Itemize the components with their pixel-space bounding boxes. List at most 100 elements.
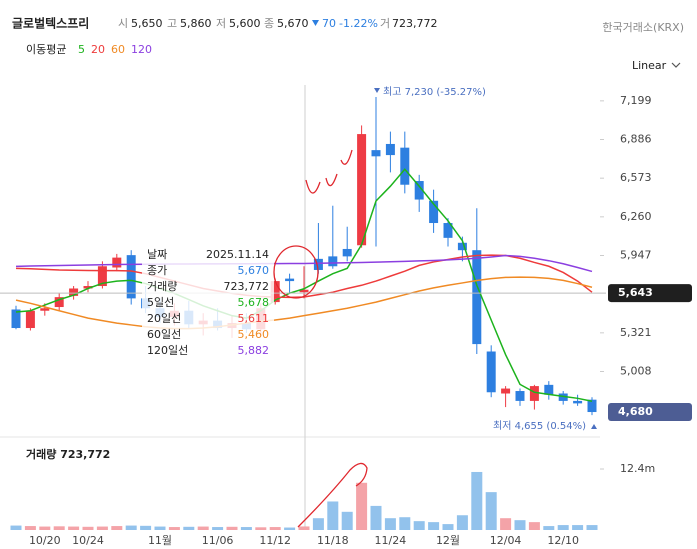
hand-squiggle bbox=[305, 149, 353, 194]
tooltip-value: 5,670 bbox=[238, 264, 270, 277]
volume-bar bbox=[226, 526, 238, 530]
y-tick-label: 12.4m bbox=[620, 462, 655, 475]
volume-bar bbox=[327, 501, 339, 530]
ma-legend: 5 20 60 120 bbox=[78, 43, 152, 56]
candle-body bbox=[40, 308, 50, 311]
volume-bar bbox=[485, 492, 497, 530]
x-tick-label: 11/06 bbox=[202, 534, 234, 547]
volume-bar bbox=[428, 522, 440, 530]
volume-bar bbox=[442, 524, 454, 530]
tooltip-value: 5,460 bbox=[238, 328, 270, 341]
hand-arrow bbox=[297, 462, 368, 528]
legend-entry: 120 bbox=[131, 43, 152, 56]
x-tick-label: 12월 bbox=[436, 534, 460, 547]
volume-bar bbox=[53, 526, 65, 530]
volume-bar bbox=[125, 525, 137, 530]
volume-bar bbox=[557, 525, 569, 530]
price-tag bbox=[608, 403, 692, 422]
x-tick-label: 11/12 bbox=[259, 534, 291, 547]
candle-body bbox=[472, 250, 482, 345]
volume-bar bbox=[68, 526, 80, 530]
x-tick-label: 10/24 bbox=[72, 534, 104, 547]
candle-body bbox=[371, 150, 381, 157]
candle-body bbox=[112, 257, 122, 268]
volume-bar bbox=[197, 526, 209, 530]
x-tick-label: 11/24 bbox=[375, 534, 407, 547]
volume-bar bbox=[183, 526, 195, 530]
open-value: 5,650 bbox=[131, 17, 163, 30]
scale-mode[interactable]: Linear bbox=[632, 59, 667, 72]
volume-bar bbox=[413, 521, 425, 530]
volume-bar bbox=[212, 527, 224, 530]
legend-entry: 20 bbox=[91, 43, 105, 56]
y-tick-label: 5,008 bbox=[620, 365, 652, 378]
candle-body bbox=[414, 181, 424, 200]
volume-bar bbox=[82, 526, 94, 530]
volume-bar bbox=[341, 511, 353, 530]
price-tag-label: 5,643 bbox=[618, 286, 653, 299]
x-tick-label: 10/20 bbox=[29, 534, 61, 547]
candle-body bbox=[54, 297, 64, 308]
tooltip-value: 5,678 bbox=[238, 296, 270, 309]
y-tick-label: 6,573 bbox=[620, 171, 652, 184]
volume-bar bbox=[370, 505, 382, 530]
volume-bar bbox=[356, 482, 368, 530]
tooltip-value: 5,611 bbox=[238, 312, 270, 325]
volume-bar bbox=[255, 527, 267, 530]
candle-body bbox=[443, 223, 453, 238]
close-value: 5,670 bbox=[277, 17, 309, 30]
candle-body bbox=[25, 310, 35, 329]
x-tick-label: 11/18 bbox=[317, 534, 349, 547]
tooltip-label: 20일선 bbox=[147, 311, 181, 325]
ma-line bbox=[15, 276, 593, 330]
candle-body bbox=[400, 147, 410, 185]
volume-value: 723,772 bbox=[392, 17, 438, 30]
y-tick-label: 5,321 bbox=[620, 326, 652, 339]
volume-bar bbox=[298, 526, 310, 530]
volume-bar bbox=[528, 522, 540, 530]
price-tag bbox=[608, 284, 692, 303]
change-value: 70 bbox=[322, 17, 336, 30]
dropdown-icon[interactable] bbox=[671, 62, 681, 68]
volume-bar bbox=[456, 515, 468, 530]
candle-body bbox=[299, 289, 309, 293]
candle-body bbox=[69, 288, 79, 296]
volume-bar bbox=[284, 527, 296, 530]
legend-entry: 60 bbox=[111, 43, 125, 56]
volume-title: 거래량 723,772 bbox=[26, 447, 110, 461]
candle-body bbox=[11, 309, 21, 329]
candle-body bbox=[529, 386, 539, 401]
legend-entry: 5 bbox=[78, 43, 85, 56]
volume-bar bbox=[140, 525, 152, 530]
ma-title: 이동평균 bbox=[26, 43, 66, 56]
ma-line bbox=[15, 254, 593, 273]
volume-bar bbox=[269, 527, 281, 530]
candle-body bbox=[83, 286, 93, 289]
tooltip-value: 5,882 bbox=[238, 344, 270, 357]
open-label: 시 bbox=[118, 17, 128, 30]
volume-label: 거 bbox=[380, 17, 390, 30]
volume-bar bbox=[399, 517, 411, 530]
tooltip: 날짜 2025.11.14 종가 5,670 거래량 723,772 5일선 5,678 20일… bbox=[147, 248, 269, 357]
tooltip-box bbox=[142, 246, 274, 362]
candle-body bbox=[573, 400, 583, 404]
low-label: 저 bbox=[216, 17, 226, 30]
volume-bar bbox=[24, 526, 36, 530]
tooltip-value: 723,772 bbox=[224, 280, 270, 293]
volume-bar bbox=[514, 520, 526, 530]
volume-bar bbox=[500, 518, 512, 530]
tooltip-label: 거래량 bbox=[147, 280, 177, 293]
candle-body bbox=[486, 351, 496, 393]
x-tick-label: 12/10 bbox=[547, 534, 579, 547]
volume-bar bbox=[543, 526, 555, 530]
hand-circle bbox=[273, 245, 319, 299]
volume-bar bbox=[10, 525, 22, 530]
tooltip-label: 종가 bbox=[147, 264, 167, 277]
candle-body bbox=[501, 388, 511, 394]
y-tick-label: 6,260 bbox=[620, 210, 652, 223]
change-percent: -1.22% bbox=[339, 17, 378, 30]
price-tag-label: 4,680 bbox=[618, 405, 653, 418]
volume-bar bbox=[96, 526, 108, 530]
